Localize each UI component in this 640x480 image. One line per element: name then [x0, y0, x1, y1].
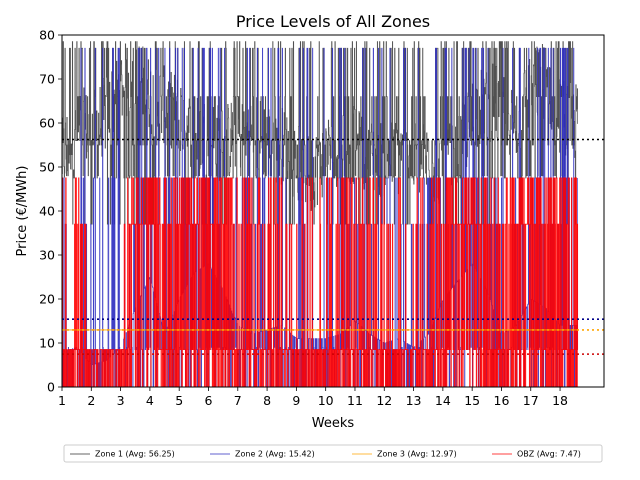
x-tick-label: 6: [205, 393, 213, 408]
x-tick-label: 5: [175, 393, 183, 408]
x-axis: 1 2 3 4 5 6 7 8 9 10 11 12 13 14 15 16 17 18: [58, 387, 568, 408]
x-tick-label: 7: [234, 393, 242, 408]
legend-box: [63, 444, 603, 463]
y-tick-label: 70: [39, 72, 55, 87]
x-tick-label: 14: [435, 393, 451, 408]
plot-area: [61, 34, 605, 388]
x-tick-label: 4: [146, 393, 154, 408]
x-tick-label: 2: [87, 393, 95, 408]
y-axis: 0 10 20 30 40 50 60 70 80: [39, 28, 62, 395]
y-tick-label: 0: [47, 380, 55, 395]
y-tick-label: 30: [39, 248, 55, 263]
x-tick-label: 1: [58, 393, 66, 408]
y-tick-label: 10: [39, 336, 55, 351]
x-tick-label: 11: [347, 393, 363, 408]
x-tick-label: 18: [552, 393, 568, 408]
x-tick-label: 10: [318, 393, 334, 408]
x-tick-label: 8: [263, 393, 271, 408]
y-tick-label: 60: [39, 116, 55, 131]
x-tick-label: 13: [406, 393, 422, 408]
legend: Zone 1 (Avg: 56.25) Zone 2 (Avg: 15.42) Zo…: [63, 444, 603, 463]
x-tick-label: 17: [523, 393, 539, 408]
series-line-4: [62, 177, 579, 387]
legend-label-1: Zone 1 (Avg: 56.25): [95, 450, 175, 459]
x-tick-label: 9: [292, 393, 300, 408]
series-layer: [62, 41, 579, 387]
legend-label-2: Zone 2 (Avg: 15.42): [235, 450, 315, 459]
y-tick-label: 80: [39, 28, 55, 43]
y-tick-label: 20: [39, 292, 55, 307]
x-tick-label: 16: [494, 393, 510, 408]
average-lines: [62, 138, 604, 355]
x-tick-label: 12: [376, 393, 392, 408]
series-line-1: [62, 41, 578, 225]
legend-label-3: Zone 3 (Avg: 12.97): [377, 450, 457, 459]
y-tick-label: 40: [39, 204, 55, 219]
y-axis-label: Price (€/MWh): [15, 166, 30, 257]
chart-title: Price Levels of All Zones: [236, 12, 430, 31]
x-axis-label: Weeks: [312, 416, 355, 431]
x-tick-label: 15: [464, 393, 480, 408]
legend-label-4: OBZ (Avg: 7.47): [517, 450, 581, 459]
y-tick-label: 50: [39, 160, 55, 175]
x-tick-label: 3: [117, 393, 125, 408]
